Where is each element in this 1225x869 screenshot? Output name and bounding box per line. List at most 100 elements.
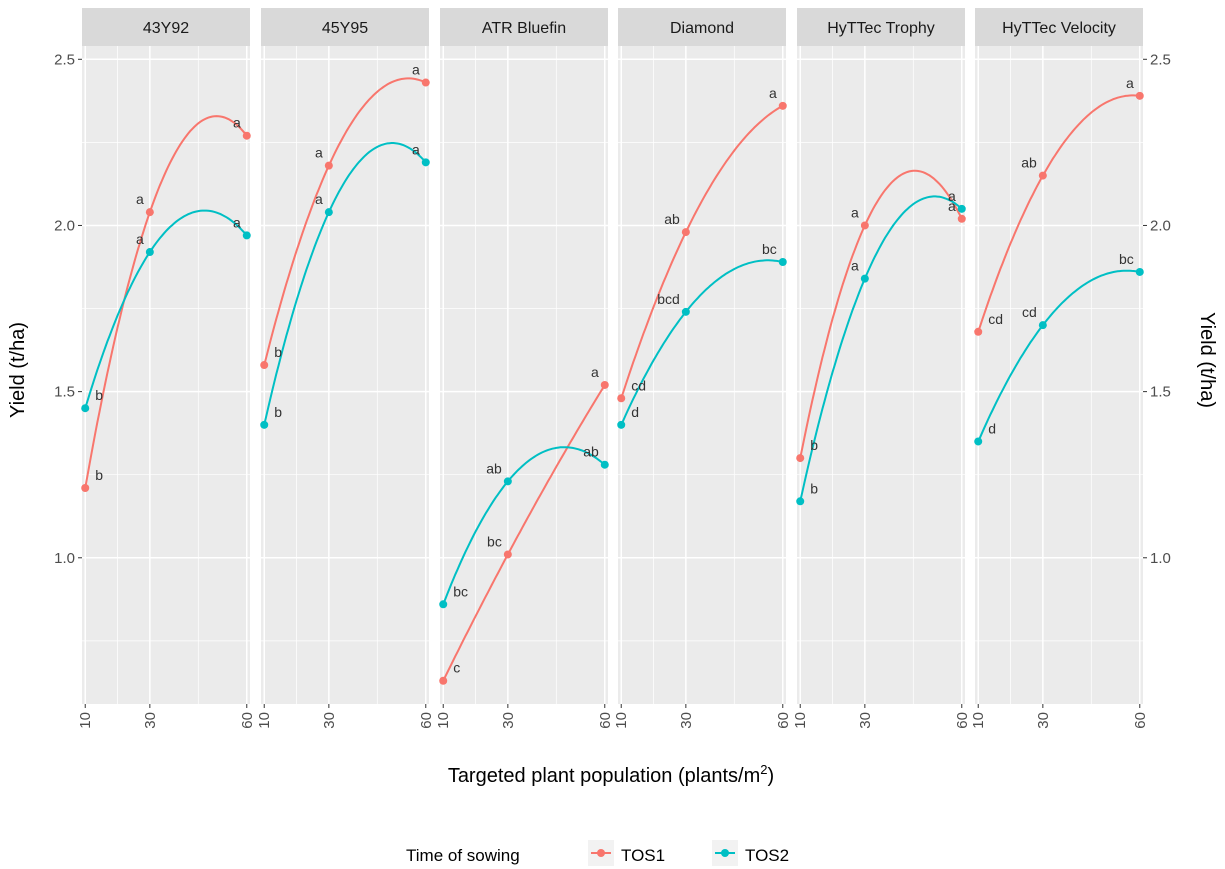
- data-label: a: [233, 214, 241, 230]
- data-point: [681, 307, 690, 316]
- data-point: [974, 327, 983, 336]
- x-tick-label: 10: [613, 712, 630, 729]
- data-label: a: [136, 231, 144, 247]
- panel-strip: [618, 8, 786, 46]
- y-tick-label-right: 2.5: [1150, 51, 1171, 68]
- data-point: [242, 231, 251, 240]
- series-line: [977, 269, 1140, 442]
- legend-label: TOS2: [745, 846, 789, 865]
- data-label: cd: [631, 377, 646, 393]
- data-point: [503, 477, 512, 486]
- data-point: [421, 158, 430, 167]
- x-tick-label: 60: [954, 712, 971, 729]
- data-label: bc: [487, 533, 502, 549]
- data-point: [81, 483, 90, 492]
- data-label: a: [315, 191, 323, 207]
- data-point: [503, 550, 512, 559]
- data-point: [145, 208, 154, 217]
- panel-title: 45Y95: [322, 20, 368, 37]
- data-point: [860, 274, 869, 283]
- data-label: a: [136, 191, 144, 207]
- x-tick-label: 60: [1132, 712, 1149, 729]
- data-point: [617, 420, 626, 429]
- x-axis-unit-slash: /: [738, 765, 744, 787]
- data-point: [600, 380, 609, 389]
- panel-strip: [797, 8, 965, 46]
- data-point: [1038, 171, 1047, 180]
- x-tick-label: 10: [792, 712, 809, 729]
- panels: 43Y92 10 30 60 b a ab a a 45Y95 10 30 60 b a ab a a ATR Bl…: [77, 8, 1149, 729]
- data-label: b: [810, 480, 818, 496]
- data-point: [617, 394, 626, 403]
- x-axis-title-text: Targeted plant population: [448, 765, 673, 787]
- x-axis-unit-numerator: plants: [685, 765, 738, 787]
- x-tick-label: 10: [970, 712, 987, 729]
- panel-background: [82, 46, 250, 704]
- data-label: bcd: [657, 291, 680, 307]
- data-point: [145, 248, 154, 257]
- x-axis-unit-open-paren: (: [678, 765, 685, 787]
- data-point: [957, 214, 966, 223]
- y-tick-label: 2.0: [54, 217, 75, 234]
- series-line: [442, 384, 606, 682]
- x-axis-title: Targeted plant population (plants/m2): [448, 762, 774, 787]
- data-label: a: [233, 115, 241, 131]
- y-tick-label-right: 2.0: [1150, 217, 1171, 234]
- data-point: [439, 676, 448, 685]
- panel-background: [975, 46, 1143, 704]
- series-line: [442, 446, 606, 605]
- data-label: a: [412, 141, 420, 157]
- panel: HyTTec Velocity 10 30 60 cd ab a d cd bc: [970, 8, 1149, 729]
- legend-title: Time of sowing: [406, 846, 520, 865]
- data-label: ab: [664, 211, 680, 227]
- panel-title: 43Y92: [143, 20, 189, 37]
- data-label: b: [95, 467, 103, 483]
- panel: 45Y95 10 30 60 b a a b a a: [256, 8, 435, 729]
- data-point: [957, 204, 966, 213]
- x-tick-label: 60: [775, 712, 792, 729]
- right-y-axis: 1.0 1.5 2.0 2.5: [1143, 51, 1171, 567]
- data-label: a: [1126, 75, 1134, 91]
- x-tick-label: 10: [435, 712, 452, 729]
- data-label: cd: [988, 311, 1003, 327]
- data-label: a: [851, 204, 859, 220]
- data-point: [324, 208, 333, 217]
- x-axis-unit-denominator: m: [744, 765, 761, 787]
- data-point: [1135, 267, 1144, 276]
- data-label: a: [591, 364, 599, 380]
- x-tick-label: 30: [142, 712, 159, 729]
- panel-background: [261, 46, 429, 704]
- x-tick-label: 30: [321, 712, 338, 729]
- panel-strip: [440, 8, 608, 46]
- x-tick-label: 60: [597, 712, 614, 729]
- panel-title: ATR Bluefin: [482, 20, 566, 37]
- legend-key-point: [597, 849, 605, 857]
- x-tick-label: 10: [77, 712, 94, 729]
- legend-keys: TOS1 TOS2: [588, 840, 789, 866]
- x-axis-unit-exponent: 2: [760, 762, 767, 777]
- series-line: [620, 259, 783, 426]
- series-line: [799, 195, 963, 502]
- data-label: ab: [486, 460, 502, 476]
- data-label: d: [631, 404, 639, 420]
- legend-label: TOS1: [621, 846, 665, 865]
- panel-strip: [261, 8, 429, 46]
- data-point: [439, 600, 448, 609]
- panel: ATR Bluefin 10 30 60 c bc a bc ab ab: [435, 8, 614, 729]
- series-line: [84, 209, 248, 409]
- data-label: a: [315, 145, 323, 161]
- left-y-axis: 1.0 1.5 2.0 2.5: [54, 51, 82, 567]
- x-tick-label: 30: [678, 712, 695, 729]
- data-point: [1135, 91, 1144, 100]
- data-point: [242, 131, 251, 140]
- series-line: [84, 115, 248, 489]
- data-point: [778, 101, 787, 110]
- y-axis-title-right: Yield (t/ha): [1196, 312, 1218, 408]
- x-tick-label: 30: [1035, 712, 1052, 729]
- panel-title: Diamond: [670, 20, 734, 37]
- panel: 43Y92 10 30 60 b a a b a a: [77, 8, 256, 729]
- panel: Diamond 10 30 60 cd ab a d bcd bc: [613, 8, 792, 729]
- series-line: [263, 77, 427, 366]
- data-label: a: [948, 198, 956, 214]
